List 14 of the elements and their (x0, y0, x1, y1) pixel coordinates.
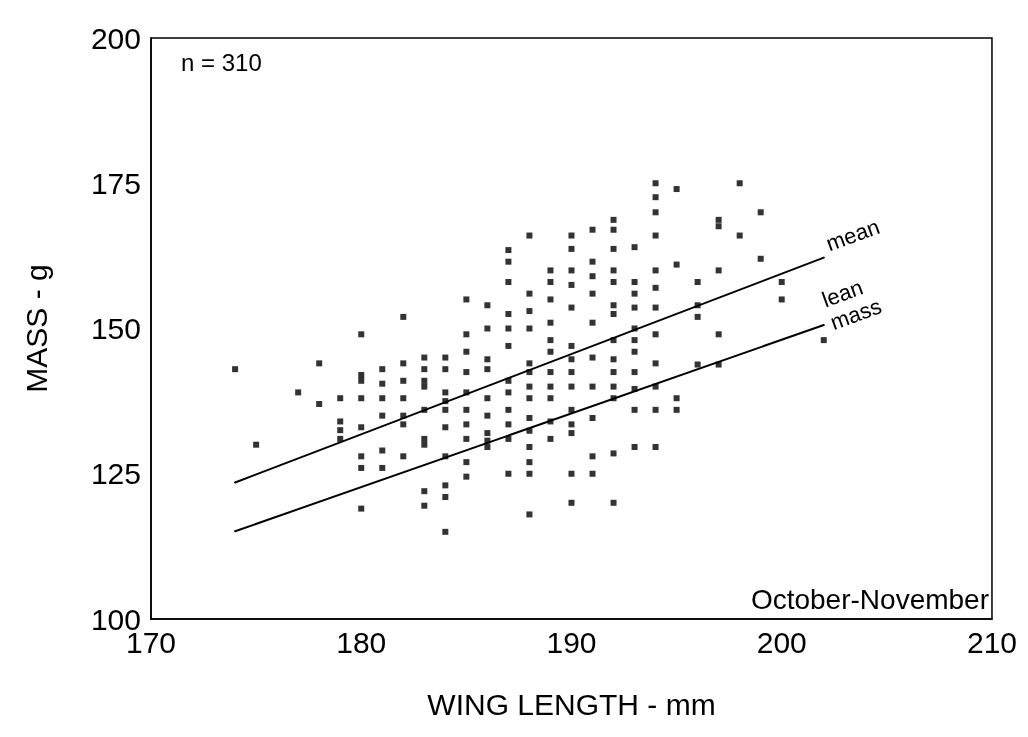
y-tick-label: 175 (90, 166, 141, 200)
text: lean mass (818, 272, 885, 335)
annotation: October-November (750, 583, 990, 615)
y-tick-label: 200 (90, 21, 141, 55)
x-tick-label: 210 (966, 625, 1017, 659)
x-axis-title: WING LENGTH - mm (427, 687, 716, 721)
y-tick-label: 125 (90, 457, 141, 491)
y-tick-label: 150 (90, 312, 141, 345)
text: mean (822, 213, 883, 257)
x-tick-label: 200 (756, 625, 807, 659)
annotation: n = 310 (181, 48, 262, 76)
x-tick-label: 180 (336, 625, 387, 659)
x-tick-label: 190 (546, 625, 597, 659)
y-axis-title: MASS - g (19, 264, 53, 393)
